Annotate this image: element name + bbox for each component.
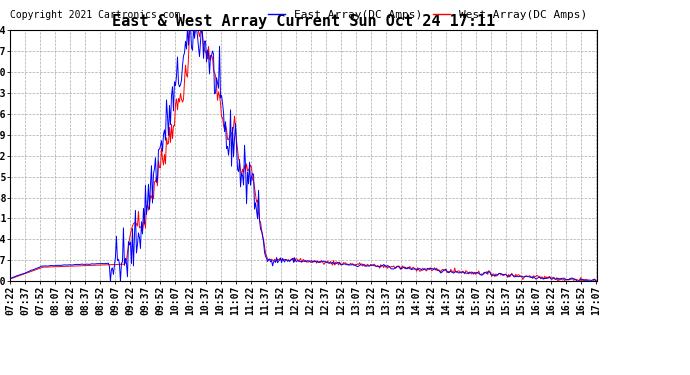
Legend: East Array(DC Amps), West Array(DC Amps): East Array(DC Amps), West Array(DC Amps) — [264, 5, 591, 24]
Title: East & West Array Current Sun Oct 24 17:11: East & West Array Current Sun Oct 24 17:… — [112, 14, 495, 29]
Text: Copyright 2021 Cartronics.com: Copyright 2021 Cartronics.com — [10, 10, 181, 20]
